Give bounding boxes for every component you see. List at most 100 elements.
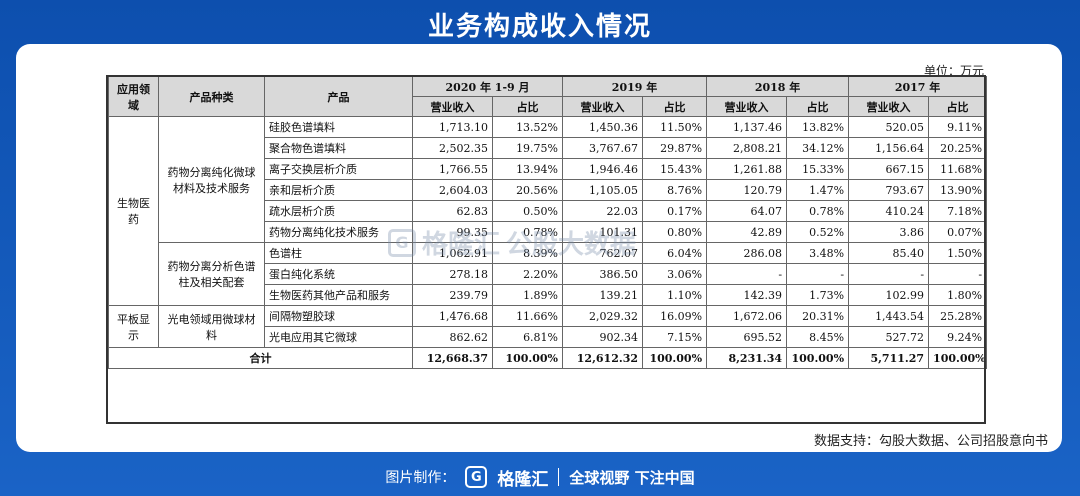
ratio-cell: 20.25% (928, 137, 988, 159)
ratio-cell: 0.52% (786, 221, 850, 243)
table-row: 药物分离纯化技术服务 99.35 0.78% 101.31 0.80% 42.89 0.52… (109, 221, 988, 243)
revenue-cell: 85.40 (848, 242, 930, 264)
data-source: 数据支持：勾股大数据、公司招股意向书 (813, 434, 1048, 449)
table-row: 平板显示 光电领域用微球材料 间隔物塑胶球 1,476.68 11.66% 2,029.3… (108, 305, 988, 348)
total-revenue-cell: 8,231.34 (706, 347, 788, 369)
revenue-cell: - (848, 263, 930, 285)
ratio-cell: 25.28% (928, 305, 988, 327)
table-body: 生物医药 药物分离纯化微球材料及技术服务 硅胶色谱填料 1,713.10 13.52% 1… (108, 116, 988, 369)
ratio-cell: 7.18% (928, 200, 988, 222)
revenue-cell: - (706, 263, 788, 285)
revenue-cell: 1,443.54 (848, 305, 930, 327)
footer-brand: 格隆汇 (497, 469, 549, 490)
ratio-cell: 8.45% (786, 326, 850, 348)
ratio-cell: 2.20% (491, 263, 564, 285)
revenue-cell: 793.67 (848, 179, 930, 201)
ratio-cell: 13.90% (928, 179, 988, 201)
header-domain: 应用领域 (108, 76, 159, 117)
ratio-cell: - (786, 263, 850, 285)
ratio-cell: 13.94% (491, 158, 564, 180)
domain-cell: 生物医药 (108, 116, 159, 306)
ratio-cell: 1.50% (928, 242, 988, 264)
category-cell: 光电领域用微球材料 (158, 305, 265, 348)
revenue-cell: 239.79 (412, 284, 493, 306)
ratio-cell: 1.89% (491, 284, 564, 306)
ratio-cell: 3.06% (642, 263, 708, 285)
header-revenue: 营业收入 (562, 96, 644, 117)
revenue-cell: 22.03 (562, 200, 644, 222)
footer-slogan: 全球视野 下注中国 (569, 468, 695, 487)
ratio-cell: 0.78% (786, 200, 850, 222)
footer-made-by: 图片制作： (385, 470, 456, 486)
watermark-brand: 格隆汇 (422, 230, 501, 260)
revenue-cell: 1,156.64 (848, 137, 930, 159)
ratio-cell: 0.17% (642, 200, 708, 222)
revenue-cell: 1,946.46 (562, 158, 644, 180)
product-cell: 离子交换层析介质 (264, 158, 413, 180)
revenue-cell: 386.50 (562, 263, 644, 285)
revenue-cell: 2,604.03 (412, 179, 493, 201)
header-ratio: 占比 (786, 96, 850, 117)
watermark-text: 公股大数据 (506, 230, 637, 260)
product-cell: 硅胶色谱填料 (264, 116, 413, 138)
ratio-cell: 34.12% (786, 137, 850, 159)
header-period: 2018 年 (706, 76, 850, 97)
revenue-cell: 1,137.46 (706, 116, 788, 138)
revenue-cell: 902.34 (562, 326, 644, 348)
header-revenue: 营业收入 (412, 96, 493, 117)
product-cell: 聚合物色谱填料 (264, 137, 413, 159)
ratio-cell: 15.33% (786, 158, 850, 180)
revenue-cell: 278.18 (412, 263, 493, 285)
revenue-cell: 1,476.68 (412, 305, 493, 327)
table-row: 生物医药其他产品和服务 239.79 1.89% 139.21 1.10% 142.39 1… (109, 284, 988, 306)
product-cell: 间隔物塑胶球 (264, 305, 413, 327)
ratio-cell: 3.48% (786, 242, 850, 264)
ratio-cell: 1.80% (928, 284, 988, 306)
ratio-cell: - (928, 263, 988, 285)
revenue-cell: 42.89 (706, 221, 788, 243)
header-period: 2017 年 (848, 76, 988, 97)
header-category: 产品种类 (158, 76, 265, 117)
table-row: 生物医药 药物分离纯化微球材料及技术服务 硅胶色谱填料 1,713.10 13.52% 1… (108, 116, 988, 306)
table-row: 亲和层析介质 2,604.03 20.56% 1,105.05 8.76% 120.79 1… (109, 179, 988, 201)
revenue-cell: 1,766.55 (412, 158, 493, 180)
ratio-cell: 13.52% (491, 116, 564, 138)
revenue-cell: 102.99 (848, 284, 930, 306)
revenue-cell: 1,261.88 (706, 158, 788, 180)
ratio-cell: 0.07% (928, 221, 988, 243)
header-period: 2020 年 1-9 月 (411, 76, 564, 97)
header-ratio: 占比 (491, 96, 564, 117)
revenue-cell: 2,502.35 (412, 137, 493, 159)
total-revenue-cell: 5,711.27 (848, 347, 930, 369)
ratio-cell: 11.66% (491, 305, 564, 327)
header-revenue: 营业收入 (848, 96, 930, 117)
ratio-cell: 0.80% (642, 221, 708, 243)
revenue-cell: 695.52 (706, 326, 788, 348)
product-cell: 生物医药其他产品和服务 (264, 284, 413, 306)
ratio-cell: 13.82% (786, 116, 850, 138)
ratio-cell: 8.76% (642, 179, 708, 201)
product-cell: 疏水层析介质 (264, 200, 413, 222)
revenue-cell: 1,450.36 (562, 116, 644, 138)
ratio-cell: 11.68% (928, 158, 988, 180)
revenue-cell: 1,713.10 (412, 116, 493, 138)
revenue-cell: 3,767.67 (562, 137, 644, 159)
revenue-cell: 120.79 (706, 179, 788, 201)
total-label: 合计 (108, 347, 413, 369)
unit-label: 单位：万元 (923, 64, 984, 78)
footer-divider (558, 468, 560, 486)
page-title: 业务构成收入情况 (427, 12, 652, 42)
ratio-cell: 19.75% (491, 137, 564, 159)
revenue-cell: 520.05 (848, 116, 930, 138)
revenue-cell: 62.83 (412, 200, 493, 222)
ratio-cell: 6.81% (491, 326, 564, 348)
ratio-cell: 0.78% (491, 221, 564, 243)
revenue-cell: 1,105.05 (562, 179, 644, 201)
ratio-cell: 9.24% (928, 326, 988, 348)
revenue-cell: 2,029.32 (562, 305, 644, 327)
ratio-cell: 6.04% (642, 242, 708, 264)
ratio-cell: 20.31% (786, 305, 850, 327)
header-period: 2019 年 (562, 76, 708, 97)
watermark-logo-icon: G (388, 228, 416, 257)
header-product: 产品 (264, 76, 413, 117)
